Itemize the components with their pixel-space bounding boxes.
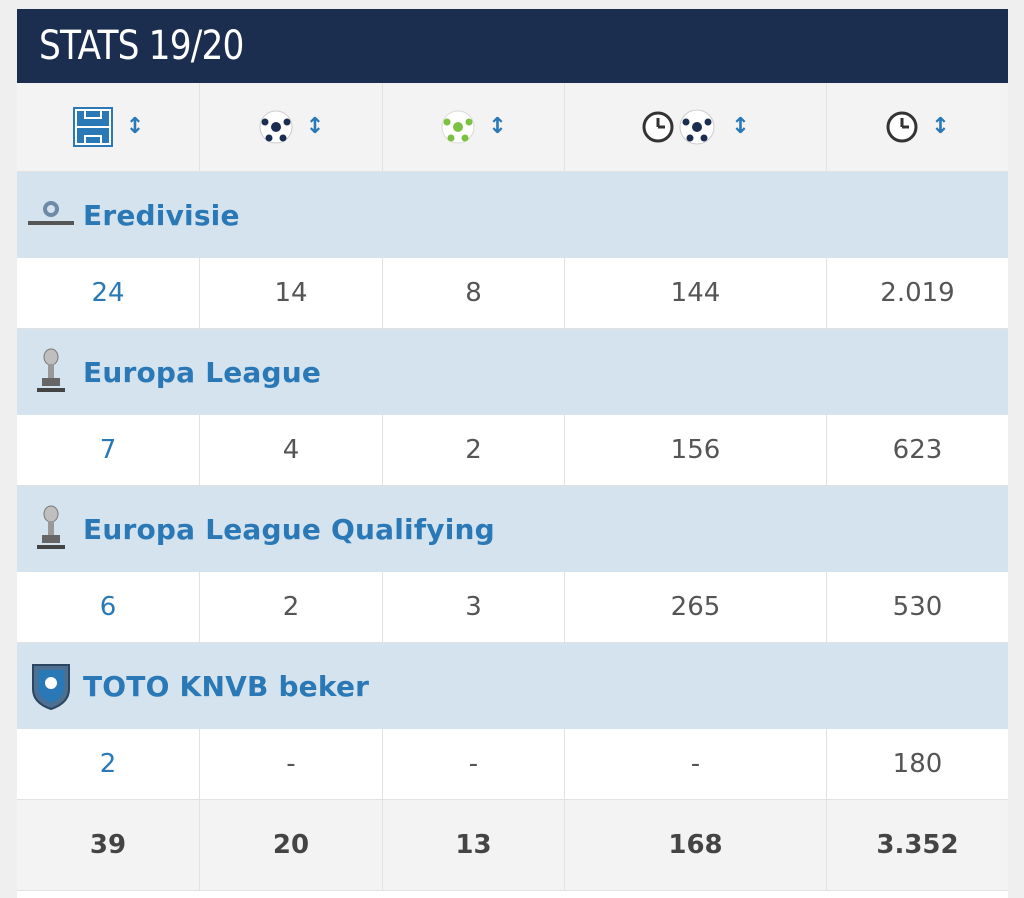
sort-icon[interactable]: ↕ xyxy=(488,114,507,139)
europa-league-trophy-icon xyxy=(25,346,77,398)
minutes-played-value: 623 xyxy=(892,435,943,465)
stats-card: STATS 19/20 ↕ xyxy=(17,9,1008,898)
assists-value: 8 xyxy=(383,258,565,328)
goals-value: 2 xyxy=(200,572,383,642)
total-goals: 20 xyxy=(200,800,383,890)
column-header-minutes-played[interactable]: ↕ xyxy=(827,83,1008,171)
appearances-value[interactable]: 24 xyxy=(17,258,200,328)
stats-table: ↕ ↕ xyxy=(17,83,1008,891)
table-row: 6 2 3 265 530 xyxy=(17,572,1008,643)
green-ball-icon xyxy=(441,110,475,144)
appearances-value[interactable]: 2 xyxy=(17,729,200,799)
eredivisie-logo-icon xyxy=(25,189,77,241)
goals-value: 14 xyxy=(200,258,383,328)
sort-icon[interactable]: ↕ xyxy=(305,114,325,139)
table-row: 2 - - - 180 xyxy=(17,729,1008,800)
competition-row-europa-league-qualifying[interactable]: Europa League Qualifying xyxy=(17,486,1008,572)
table-row: 24 14 8 144 2.019 xyxy=(17,258,1008,329)
total-minutes-played: 3.352 xyxy=(876,830,959,860)
soccer-ball-icon xyxy=(259,110,293,144)
appearances-value[interactable]: 6 xyxy=(17,572,200,642)
stats-title: STATS 19/20 xyxy=(39,23,244,69)
minutes-per-goal-value: 265 xyxy=(565,572,827,642)
sort-icon[interactable]: ↕ xyxy=(931,114,950,139)
table-row: 7 4 2 156 623 xyxy=(17,415,1008,486)
stats-header: STATS 19/20 xyxy=(17,9,1008,83)
appearances-value[interactable]: 7 xyxy=(17,415,200,485)
pitch-icon xyxy=(72,107,113,147)
total-assists: 13 xyxy=(383,800,565,890)
minutes-played-value: 180 xyxy=(892,749,943,779)
totals-row: 39 20 13 168 3.352 xyxy=(17,800,1008,891)
minutes-per-goal-value: - xyxy=(565,729,827,799)
table-header-row: ↕ ↕ xyxy=(17,83,1008,172)
competition-name[interactable]: Eredivisie xyxy=(83,198,240,232)
minutes-played-value: 2.019 xyxy=(880,278,955,308)
knvb-shield-icon xyxy=(25,660,77,712)
column-header-minutes-per-goal[interactable]: ↕ xyxy=(565,83,827,171)
clock-icon xyxy=(886,111,918,143)
column-header-goals[interactable]: ↕ xyxy=(200,83,383,171)
column-header-assists[interactable]: ↕ xyxy=(383,83,565,171)
assists-value: - xyxy=(383,729,565,799)
assists-value: 3 xyxy=(383,572,565,642)
competition-row-knvb-beker[interactable]: TOTO KNVB beker xyxy=(17,643,1008,729)
goals-value: 4 xyxy=(200,415,383,485)
column-header-appearances[interactable]: ↕ xyxy=(17,83,200,171)
sort-icon[interactable]: ↕ xyxy=(731,114,750,139)
total-appearances: 39 xyxy=(17,800,200,890)
total-minutes-per-goal: 168 xyxy=(565,800,827,890)
competition-row-eredivisie[interactable]: Eredivisie xyxy=(17,172,1008,258)
sort-icon[interactable]: ↕ xyxy=(125,114,145,139)
competition-row-europa-league[interactable]: Europa League xyxy=(17,329,1008,415)
clock-ball-icon xyxy=(642,109,715,145)
assists-value: 2 xyxy=(383,415,565,485)
competition-name[interactable]: TOTO KNVB beker xyxy=(83,669,370,703)
competition-name[interactable]: Europa League xyxy=(83,355,322,389)
goals-value: - xyxy=(200,729,383,799)
minutes-played-value: 530 xyxy=(892,592,943,622)
minutes-per-goal-value: 144 xyxy=(565,258,827,328)
minutes-per-goal-value: 156 xyxy=(565,415,827,485)
europa-league-trophy-icon xyxy=(25,503,77,555)
competition-name[interactable]: Europa League Qualifying xyxy=(83,512,495,546)
